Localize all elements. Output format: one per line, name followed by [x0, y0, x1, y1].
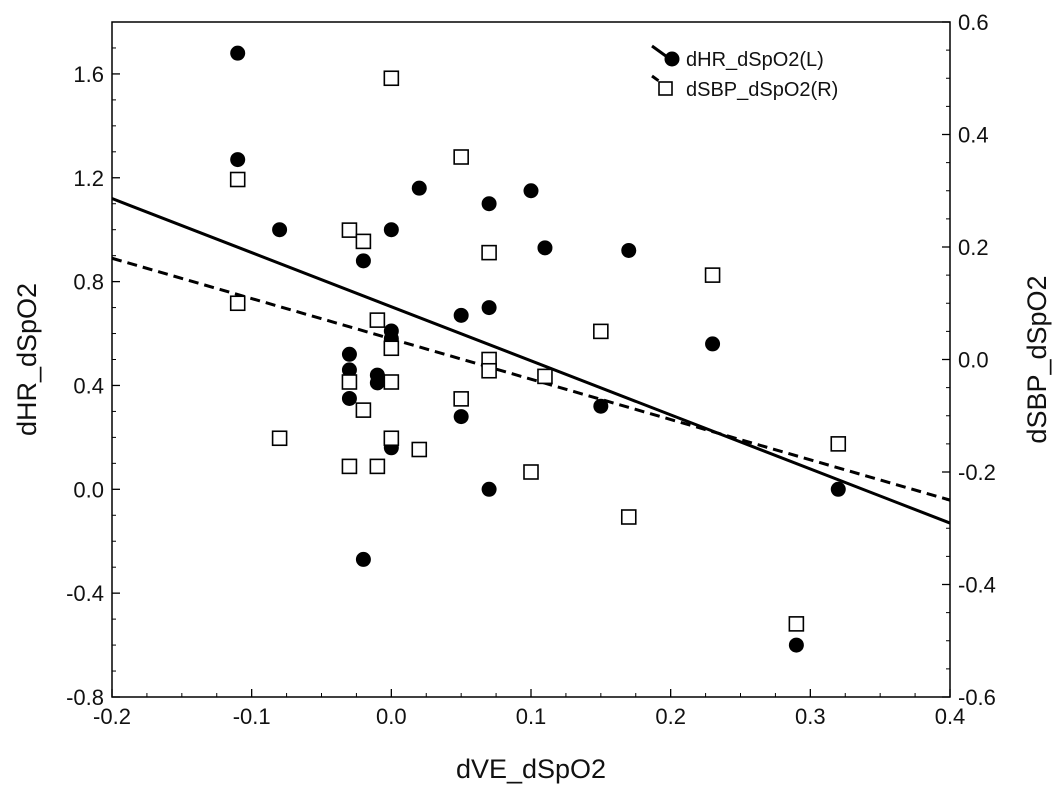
x-tick-label: 0.0 — [376, 704, 407, 729]
legend-label-hr: dHR_dSpO2(L) — [686, 49, 824, 71]
x-tick-label: -0.2 — [93, 704, 131, 729]
sbp-point — [481, 244, 497, 261]
sbp-point — [620, 509, 637, 525]
sbp-point — [481, 362, 497, 379]
sbp-point — [369, 312, 386, 328]
hr-point — [453, 409, 469, 425]
hr-point — [341, 390, 357, 406]
left-y-tick-label: 0.0 — [73, 477, 104, 502]
hr-point — [453, 307, 469, 323]
legend-label-sbp: dSBP_dSpO2(R) — [686, 79, 838, 101]
x-tick-label: 0.3 — [795, 704, 826, 729]
right-y-axis-title: dSBP_dSpO2 — [1022, 275, 1052, 443]
sbp-point — [229, 295, 246, 312]
right-y-tick-label: 0.6 — [958, 10, 989, 35]
left-y-tick-label: -0.8 — [66, 685, 104, 710]
x-axis-title: dVE_dSpO2 — [456, 754, 606, 784]
left-y-tick-label: 1.2 — [73, 166, 104, 191]
hr-point — [230, 45, 246, 61]
legend-item-sbp: dSBP_dSpO2(R) — [651, 74, 838, 101]
sbp-point — [537, 368, 553, 385]
hr-point — [830, 481, 846, 497]
legend-item-hr: dHR_dSpO2(L) — [651, 44, 824, 71]
x-tick-label: 0.2 — [655, 704, 686, 729]
left-y-axis-ticks: -0.8 -0.4 0.0 0.4 0.8 1.2 1.6 — [66, 21, 120, 710]
sbp-point — [355, 233, 372, 250]
right-y-tick-label: 0.0 — [958, 348, 989, 373]
sbp-point — [341, 458, 358, 475]
sbp-point — [453, 149, 469, 165]
right-y-tick-label: -0.4 — [958, 573, 996, 598]
x-axis-ticks: -0.2 -0.1 0.0 0.1 0.2 0.3 0.4 — [93, 689, 965, 729]
data-markers — [229, 45, 847, 653]
right-y-tick-label: -0.6 — [958, 685, 996, 710]
legend-marker-filled-circle — [664, 51, 680, 67]
hr-point — [788, 637, 804, 653]
sbp-point — [369, 458, 386, 475]
left-y-axis-title: dHR_dSpO2 — [12, 283, 42, 436]
sbp-point — [271, 430, 288, 447]
sbp-point — [593, 323, 609, 340]
right-y-tick-label: 0.2 — [958, 235, 989, 260]
sbp-point — [523, 464, 539, 480]
hr-point — [355, 253, 371, 269]
sbp-point — [229, 171, 246, 188]
sbp-point — [355, 402, 372, 418]
sbp-point — [704, 267, 721, 283]
right-y-tick-label: 0.4 — [958, 123, 989, 148]
sbp-point — [383, 340, 400, 357]
x-tick-label: 0.4 — [935, 704, 966, 729]
left-y-tick-label: 1.6 — [73, 62, 104, 87]
legend-marker-open-square — [658, 81, 673, 96]
hr-point — [341, 362, 357, 378]
fit-line-hr — [111, 197, 951, 525]
legend: dHR_dSpO2(L) dSBP_dSpO2(R) — [651, 44, 838, 101]
right-y-tick-label: -0.2 — [958, 460, 996, 485]
sbp-point — [383, 374, 400, 390]
sbp-point — [411, 441, 428, 458]
sbp-point — [341, 222, 358, 238]
hr-point — [537, 240, 553, 256]
hr-point — [705, 336, 721, 352]
left-y-tick-label: -0.4 — [66, 581, 104, 606]
sbp-point — [341, 374, 358, 390]
sbp-point — [788, 616, 805, 632]
sbp-point — [383, 70, 400, 87]
x-tick-label: 0.1 — [516, 704, 547, 729]
left-y-tick-label: 0.8 — [73, 270, 104, 295]
x-tick-label: -0.1 — [233, 704, 271, 729]
sbp-point — [453, 391, 469, 407]
hr-point — [481, 481, 497, 497]
right-y-axis-ticks: -0.6 -0.4 -0.2 0.0 0.2 0.4 0.6 — [942, 10, 996, 710]
hr-point — [341, 346, 357, 362]
regression-lines — [111, 197, 951, 525]
hr-point — [481, 196, 497, 212]
left-y-tick-label: 0.4 — [73, 373, 104, 398]
hr-point — [355, 551, 371, 567]
hr-point — [411, 180, 427, 196]
hr-point — [383, 222, 399, 238]
hr-point — [272, 222, 288, 238]
hr-point — [621, 242, 637, 258]
hr-point — [523, 183, 539, 199]
hr-point — [593, 398, 609, 414]
hr-point — [481, 300, 497, 316]
hr-point — [369, 375, 385, 391]
sbp-point — [383, 430, 400, 447]
hr-point — [230, 152, 246, 168]
sbp-point — [830, 436, 847, 452]
fit-line-sbp — [111, 256, 951, 502]
